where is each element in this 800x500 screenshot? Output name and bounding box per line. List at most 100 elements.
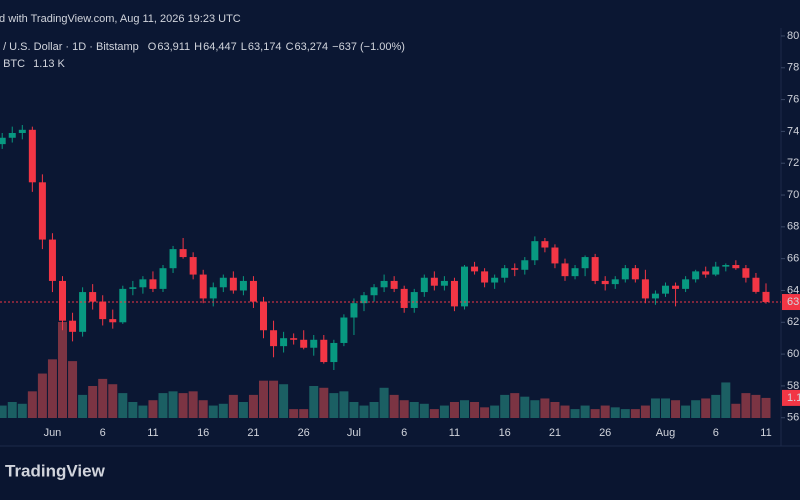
candle-body — [139, 279, 147, 288]
candle-body — [109, 319, 117, 323]
volume-bar — [178, 393, 188, 418]
candle-body — [390, 280, 398, 289]
candle-body — [591, 257, 599, 281]
volume-bar — [751, 394, 761, 418]
plot: 56,000 58,000 60,000 62,000 64,000 66,000 68,0… — [0, 30, 800, 439]
candle-body — [129, 287, 137, 289]
y-tick-label: 72,000 — [787, 157, 800, 169]
volume-bar — [218, 403, 228, 418]
candle-body — [461, 266, 468, 307]
ohlc-value: 63,274 — [295, 41, 329, 53]
candle-body — [621, 268, 629, 280]
candle-body — [400, 288, 408, 308]
volume-bar — [470, 402, 480, 418]
volume-bar — [299, 409, 309, 418]
volume-bar — [289, 409, 299, 418]
volume-bar — [580, 405, 590, 418]
candle-body — [360, 295, 368, 304]
volume-bar — [610, 407, 620, 418]
candle-body — [742, 268, 750, 278]
candle-body — [631, 268, 639, 280]
brand: TradingView — [5, 461, 106, 480]
volume-bar — [409, 402, 419, 418]
volume-bar — [681, 405, 691, 418]
volume-bar — [560, 405, 570, 418]
x-tick-label: 16 — [499, 427, 511, 439]
candle-body — [430, 277, 438, 286]
candle-body — [28, 129, 36, 183]
volume-bar — [269, 380, 279, 418]
y-tick-label: 70,000 — [787, 189, 800, 201]
candle-body — [641, 279, 649, 299]
volume-bar — [620, 409, 630, 418]
volume-bar — [0, 405, 7, 418]
y-tick-label: 78,000 — [787, 62, 800, 74]
volume-bar — [490, 405, 500, 418]
candle-body — [551, 247, 559, 264]
candle-body — [662, 285, 669, 294]
candle-body — [249, 280, 257, 302]
ohlc-value: 63,174 — [248, 41, 282, 53]
volume-bar — [600, 405, 610, 418]
candle-body — [169, 249, 177, 269]
volume-bar — [691, 400, 701, 418]
volume-bar — [238, 402, 248, 418]
candle-body — [712, 266, 720, 275]
x-tick-label: Aug — [656, 427, 676, 439]
change: −637 (−1.00%) — [332, 41, 405, 53]
candle-body — [8, 132, 16, 138]
volume-bar — [711, 394, 721, 418]
x-tick-label: Jun — [44, 427, 62, 439]
x-tick-label: 11 — [147, 427, 158, 439]
x-tick-label: 6 — [713, 427, 719, 439]
candle-body — [340, 317, 348, 343]
last-price-label: 63,274 — [787, 296, 800, 308]
candle-body — [260, 301, 267, 331]
y-tick-label: 66,000 — [787, 253, 800, 265]
volume-bar — [58, 322, 67, 418]
candle-body — [99, 301, 107, 320]
ohlc-key: H — [194, 41, 202, 53]
candle-body — [380, 280, 388, 288]
volume-bar — [550, 402, 560, 418]
footer-band — [0, 446, 800, 500]
volume-bar — [279, 384, 289, 418]
candle-body — [561, 263, 569, 277]
candle-body — [239, 280, 247, 291]
volume-bar — [198, 400, 208, 418]
x-tick-label: 26 — [298, 427, 310, 439]
candle-body — [149, 279, 157, 289]
volume-bar — [701, 398, 711, 418]
candle-body — [370, 287, 378, 296]
y-tick-label: 62,000 — [787, 316, 800, 328]
ohlc-value: 64,447 — [203, 41, 237, 53]
candle-body — [48, 239, 56, 281]
volume-bar — [460, 400, 469, 418]
candle-body — [199, 274, 207, 299]
candle-body — [491, 277, 499, 283]
candle-body — [722, 265, 730, 267]
candle-body — [280, 338, 288, 347]
volume-bar — [530, 400, 540, 418]
candle-body — [0, 137, 6, 145]
volume-bar — [78, 394, 88, 418]
candle-body — [38, 182, 46, 240]
header: Created with TradingView.com, Aug 11, 20… — [0, 13, 241, 25]
volume-bar — [158, 393, 168, 418]
volume-bar — [329, 393, 339, 418]
candle-body — [79, 292, 87, 332]
volume-bar — [439, 405, 449, 418]
volume-bar — [309, 386, 319, 418]
y-tick-label: 68,000 — [787, 221, 800, 233]
candle-body — [762, 291, 770, 303]
candle-body — [501, 268, 509, 278]
volume-bar — [399, 400, 409, 418]
ohlc-key: L — [241, 41, 247, 53]
y-tick-label: 80,000 — [787, 30, 800, 42]
volume-bar — [359, 405, 369, 418]
candle-body — [450, 280, 458, 307]
candle-body — [672, 285, 680, 289]
candle-body — [732, 265, 740, 269]
volume-bar — [540, 398, 550, 418]
x-tick-label: 21 — [247, 427, 259, 439]
